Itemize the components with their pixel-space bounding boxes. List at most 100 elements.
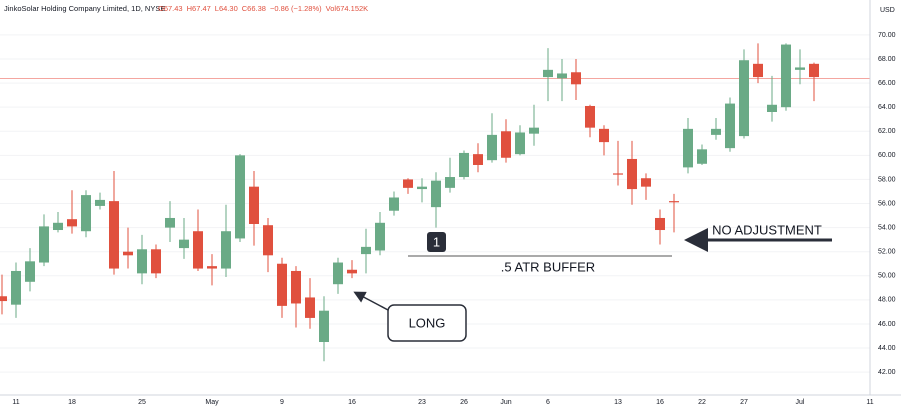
x-tick-label: 23 (418, 399, 426, 406)
candle-body (179, 239, 189, 249)
x-tick-label: 27 (740, 399, 748, 406)
candle-body (11, 270, 21, 305)
x-tick-label: 16 (348, 399, 356, 406)
y-tick-label: 70.00 (878, 32, 896, 39)
candle-body (305, 297, 315, 318)
y-tick-label: 44.00 (878, 345, 896, 352)
candle-body (557, 73, 567, 79)
candle-body (669, 201, 679, 203)
candle-body (319, 310, 329, 343)
candle-body (95, 199, 105, 206)
x-tick-label: 11 (12, 399, 19, 406)
candle-body (137, 249, 147, 274)
candle-body (53, 222, 63, 231)
candle-body (151, 249, 161, 274)
candle-body (697, 149, 707, 164)
candle-body (613, 173, 623, 175)
long-label: LONG (409, 315, 446, 330)
candle-body (711, 128, 721, 135)
candle-body (291, 270, 301, 304)
candle-body (781, 44, 791, 108)
y-tick-label: 58.00 (878, 176, 896, 183)
y-tick-label: 56.00 (878, 200, 896, 207)
candle-body (249, 186, 259, 224)
y-tick-label: 64.00 (878, 104, 896, 111)
x-tick-label: 22 (698, 399, 706, 406)
candle-body (515, 132, 525, 155)
arrow (353, 291, 389, 311)
candle-body (25, 261, 35, 282)
buffer-label: .5 ATR BUFFER (501, 259, 595, 274)
y-tick-label: 42.00 (878, 369, 896, 376)
candle-body (431, 180, 441, 208)
x-tick-label: Jun (500, 399, 511, 406)
candle-body (725, 103, 735, 149)
candle-body (585, 105, 595, 128)
y-tick-label: 50.00 (878, 273, 896, 280)
y-tick-label: 48.00 (878, 297, 896, 304)
candle-body (571, 72, 581, 85)
quote-item: −0.86 (−1.28%) (270, 4, 322, 13)
candle-body (67, 219, 77, 227)
candle-body (123, 251, 133, 256)
candle-body (809, 63, 819, 78)
candle-body (333, 262, 343, 285)
candle-body (375, 222, 385, 251)
candle-body (109, 201, 119, 269)
candle-body (739, 60, 749, 137)
marker-box (427, 232, 446, 252)
y-tick-label: 68.00 (878, 56, 896, 63)
candle-body (445, 177, 455, 188)
candle-body (627, 158, 637, 190)
no-adjustment-label: NO ADJUSTMENT (712, 222, 822, 237)
y-tick-label: 62.00 (878, 128, 896, 135)
candle-body (501, 131, 511, 158)
candle-body (221, 231, 231, 269)
x-tick-label: May (205, 399, 219, 406)
y-tick-label: 54.00 (878, 224, 896, 231)
candle-body (81, 195, 91, 232)
y-tick-label: 46.00 (878, 321, 896, 328)
x-tick-label: 25 (138, 399, 146, 406)
quote: O67.43 H67.47 L64.30 C66.38 −0.86 (−1.28%) Vo… (158, 4, 368, 13)
quote-item: C66.38 (242, 4, 266, 13)
candle-body (347, 269, 357, 274)
candle-body (263, 225, 273, 256)
currency: USD (880, 7, 895, 14)
x-tick-label: 6 (546, 399, 550, 406)
candle-body (795, 67, 805, 70)
candle-body (235, 155, 245, 239)
x-tick-label: 26 (460, 399, 468, 406)
x-tick-label: 18 (68, 399, 76, 406)
candle-body (277, 263, 287, 306)
candle-body (193, 231, 203, 269)
candle-body (599, 128, 609, 143)
x-tick-label: 16 (656, 399, 664, 406)
candle-body (473, 154, 483, 165)
chart-title: JinkoSolar Holding Company Limited, 1D, … (4, 4, 165, 13)
candle-body (641, 178, 651, 187)
candle-body (39, 226, 49, 263)
quote-item: H67.47 (187, 4, 211, 13)
candle-body (543, 69, 553, 78)
x-tick-label: 9 (280, 399, 284, 406)
candle-body (403, 179, 413, 188)
candle-body (529, 127, 539, 134)
candle-body (0, 296, 7, 302)
candle-body (753, 63, 763, 78)
x-tick-label: 11 (866, 399, 873, 406)
x-tick-label: 13 (614, 399, 622, 406)
candle-body (417, 186, 427, 190)
candle-body (207, 266, 217, 269)
candle-body (683, 128, 693, 168)
candle-body (459, 152, 469, 178)
long-box (387, 304, 467, 342)
y-tick-label: 66.00 (878, 80, 896, 87)
y-tick-label: 60.00 (878, 152, 896, 159)
candle-body (655, 217, 665, 231)
quote-item: Vol674.152K (326, 4, 369, 13)
candle-body (767, 104, 777, 112)
candle-body (389, 197, 399, 211)
marker-label: 1 (433, 234, 440, 249)
